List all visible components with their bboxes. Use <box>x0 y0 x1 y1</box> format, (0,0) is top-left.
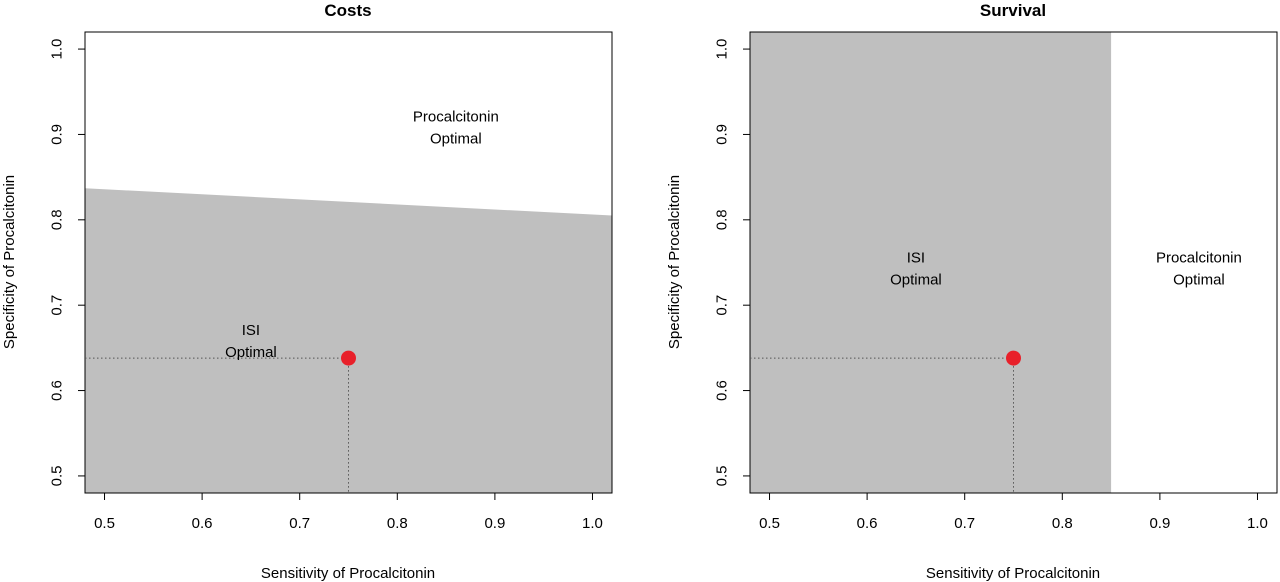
survival-y-tick-label: 0.5 <box>714 465 731 486</box>
survival-y-tick-label: 0.6 <box>714 380 731 401</box>
costs-x-tick-label: 0.7 <box>289 515 310 532</box>
costs-y-tick-label: 1.0 <box>49 39 66 60</box>
costs-x-tick-label: 1.0 <box>582 515 603 532</box>
costs-plot-area: 0.5 0.6 0.7 0.8 0.9 1.0 0.5 0.6 0.7 0.8 0.9 1.0 Proc… <box>49 31 613 532</box>
costs-x-tick-label: 0.6 <box>192 515 213 532</box>
costs-title: Costs <box>324 1 371 20</box>
survival-plot-area: 0.5 0.6 0.7 0.8 0.9 1.0 0.5 0.6 0.7 0.8 0.9 1.0 ISI O… <box>714 31 1278 532</box>
costs-plot-frame <box>84 31 613 494</box>
survival-region-label: ISI Optimal <box>890 250 942 289</box>
costs-x-tick-label: 0.5 <box>94 515 115 532</box>
costs-data-point <box>341 350 356 366</box>
costs-y-tick-label: 0.9 <box>49 124 66 145</box>
costs-y-tick-label: 0.7 <box>49 295 66 316</box>
survival-title: Survival <box>980 1 1046 20</box>
survival-x-tick-label: 0.6 <box>857 515 878 532</box>
survival-shaded-region <box>750 32 1112 493</box>
survival-y-tick-label: 0.9 <box>714 124 731 145</box>
survival-region-label: Procalcitonin Optimal <box>1156 250 1242 289</box>
costs-y-axis-label: Specificity of Procalcitonin <box>1 175 18 349</box>
costs-x-tick-label: 0.8 <box>387 515 408 532</box>
survival-x-tick-label: 0.5 <box>759 515 780 532</box>
survival-y-tick-label: 0.7 <box>714 295 731 316</box>
survival-x-axis-label: Sensitivity of Procalcitonin <box>926 565 1100 582</box>
costs-y-tick-label: 0.6 <box>49 380 66 401</box>
survival-y-axis-label: Specificity of Procalcitonin <box>666 175 683 349</box>
costs-x-tick-label: 0.9 <box>484 515 505 532</box>
survival-y-tick-label: 0.8 <box>714 209 731 230</box>
survival-plot-frame <box>749 31 1278 494</box>
costs-x-axis-label: Sensitivity of Procalcitonin <box>261 565 435 582</box>
costs-panel: 0.5 0.6 0.7 0.8 0.9 1.0 0.5 0.6 0.7 0.8 0.9 1.0 Proc… <box>1 1 613 582</box>
survival-panel: 0.5 0.6 0.7 0.8 0.9 1.0 0.5 0.6 0.7 0.8 0.9 1.0 ISI O… <box>666 1 1278 582</box>
survival-x-tick-label: 0.9 <box>1149 515 1170 532</box>
costs-shaded-region <box>85 188 612 493</box>
survival-data-point <box>1006 350 1021 366</box>
costs-region-label: ISI Optimal <box>225 322 277 361</box>
survival-x-tick-label: 1.0 <box>1247 515 1268 532</box>
costs-region-label: Procalcitonin Optimal <box>413 109 499 148</box>
survival-x-tick-label: 0.8 <box>1052 515 1073 532</box>
costs-y-tick-label: 0.5 <box>49 465 66 486</box>
survival-y-tick-label: 1.0 <box>714 39 731 60</box>
costs-y-tick-label: 0.8 <box>49 209 66 230</box>
survival-x-tick-label: 0.7 <box>954 515 975 532</box>
